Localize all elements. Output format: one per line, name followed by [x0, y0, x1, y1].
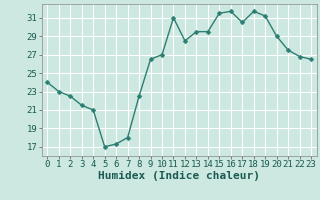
- X-axis label: Humidex (Indice chaleur): Humidex (Indice chaleur): [98, 171, 260, 181]
